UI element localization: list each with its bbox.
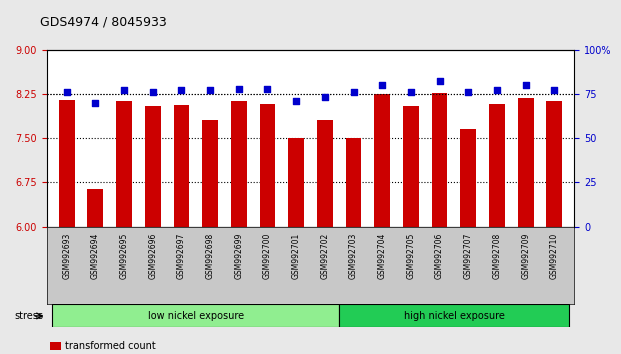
Text: GSM992697: GSM992697	[177, 233, 186, 279]
Bar	[231, 101, 247, 227]
Text: GSM992710: GSM992710	[550, 233, 559, 279]
Text: GSM992696: GSM992696	[148, 233, 157, 279]
Bar	[173, 105, 189, 227]
Point	[91, 100, 101, 105]
Bar	[317, 120, 333, 227]
Text: GSM992699: GSM992699	[234, 233, 243, 279]
Point	[463, 89, 473, 95]
Text: GSM992702: GSM992702	[320, 233, 329, 279]
Bar	[260, 104, 275, 227]
Text: GSM992693: GSM992693	[62, 233, 71, 279]
Text: GSM992705: GSM992705	[406, 233, 415, 279]
Point	[406, 89, 416, 95]
Point	[520, 82, 530, 88]
Point	[435, 79, 445, 84]
Text: GSM992706: GSM992706	[435, 233, 444, 279]
Text: low nickel exposure: low nickel exposure	[148, 311, 244, 321]
Point	[234, 86, 244, 91]
Bar	[432, 93, 448, 227]
Text: GSM992701: GSM992701	[292, 233, 301, 279]
Text: GSM992695: GSM992695	[119, 233, 129, 279]
Text: GSM992707: GSM992707	[464, 233, 473, 279]
Bar	[88, 189, 103, 227]
Point	[119, 87, 129, 93]
Point	[291, 98, 301, 104]
Text: GSM992698: GSM992698	[206, 233, 215, 279]
Point	[148, 89, 158, 95]
Bar	[374, 94, 390, 227]
Point	[263, 86, 273, 91]
Text: GSM992703: GSM992703	[349, 233, 358, 279]
Text: transformed count: transformed count	[65, 341, 156, 351]
Text: GSM992704: GSM992704	[378, 233, 387, 279]
Text: high nickel exposure: high nickel exposure	[404, 311, 504, 321]
Bar	[346, 138, 361, 227]
Bar	[288, 138, 304, 227]
Bar	[403, 105, 419, 227]
Point	[492, 87, 502, 93]
Bar	[460, 129, 476, 227]
Bar	[489, 104, 505, 227]
Text: GSM992709: GSM992709	[521, 233, 530, 279]
Text: GSM992700: GSM992700	[263, 233, 272, 279]
Bar	[518, 98, 533, 227]
Bar	[145, 105, 161, 227]
Bar	[52, 304, 339, 327]
Text: stress: stress	[14, 311, 43, 321]
Bar	[202, 120, 218, 227]
Bar	[116, 102, 132, 227]
Bar	[59, 100, 75, 227]
Bar	[546, 102, 562, 227]
Point	[205, 87, 215, 93]
Text: GSM992694: GSM992694	[91, 233, 100, 279]
Point	[377, 82, 387, 88]
Text: GSM992708: GSM992708	[492, 233, 502, 279]
Point	[176, 87, 186, 93]
Point	[320, 95, 330, 100]
Point	[61, 89, 71, 95]
Point	[348, 89, 358, 95]
Point	[550, 87, 560, 93]
Bar	[339, 304, 569, 327]
Text: GDS4974 / 8045933: GDS4974 / 8045933	[40, 15, 167, 28]
